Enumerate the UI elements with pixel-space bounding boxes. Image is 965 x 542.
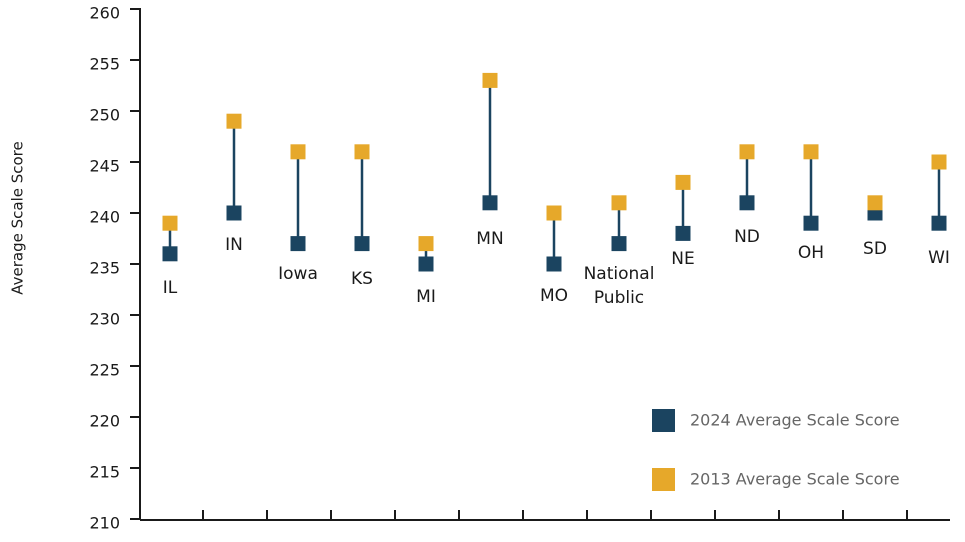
marker <box>290 144 306 160</box>
category-label: WI <box>928 248 950 269</box>
y-tick-label: 225 <box>89 361 120 380</box>
marker <box>611 236 627 252</box>
marker <box>867 195 883 211</box>
marker <box>290 236 306 252</box>
y-tick-label: 230 <box>89 310 120 329</box>
legend-swatch <box>652 409 675 432</box>
category-label: SD <box>863 239 887 259</box>
category-label: IL <box>162 277 178 298</box>
y-tick-label: 235 <box>89 259 120 278</box>
marker <box>611 195 627 211</box>
legend-label: 2013 Average Scale Score <box>690 470 900 489</box>
marker <box>739 144 755 160</box>
marker <box>675 174 691 190</box>
marker <box>546 205 562 221</box>
category-label: ND <box>734 226 760 247</box>
marker <box>482 72 498 88</box>
marker <box>354 236 370 252</box>
category-label: National Public <box>583 263 655 308</box>
legend-label: 2024 Average Scale Score <box>690 411 900 430</box>
category-label: IN <box>225 235 243 255</box>
marker <box>803 144 819 160</box>
marker <box>803 215 819 231</box>
marker <box>162 215 178 231</box>
marker <box>418 236 434 252</box>
marker <box>162 246 178 262</box>
y-tick-label: 250 <box>89 106 120 125</box>
marker <box>739 195 755 211</box>
marker <box>675 225 691 241</box>
legend-swatch <box>652 468 675 491</box>
y-axis-title: Average Scale Score <box>9 141 27 295</box>
marker <box>226 113 242 129</box>
category-label: MO <box>539 286 569 306</box>
marker <box>418 256 434 272</box>
y-tick-label: 260 <box>89 4 120 23</box>
y-tick-label: 245 <box>89 157 120 176</box>
y-tick-label: 210 <box>89 514 120 533</box>
y-tick-label: 220 <box>89 412 120 431</box>
marker <box>931 154 947 170</box>
y-tick-label: 240 <box>89 208 120 227</box>
category-label: KS <box>351 268 373 289</box>
marker <box>226 205 242 221</box>
marker <box>354 144 370 160</box>
y-tick-label: 255 <box>89 55 120 74</box>
marker <box>546 256 562 272</box>
category-label: MN <box>476 228 504 249</box>
category-label: Iowa <box>278 263 318 284</box>
y-tick-label: 215 <box>89 463 120 482</box>
category-label: NE <box>671 249 695 270</box>
marker <box>931 215 947 231</box>
category-label: OH <box>797 243 825 264</box>
marker <box>482 195 498 211</box>
category-label: MI <box>416 287 436 307</box>
